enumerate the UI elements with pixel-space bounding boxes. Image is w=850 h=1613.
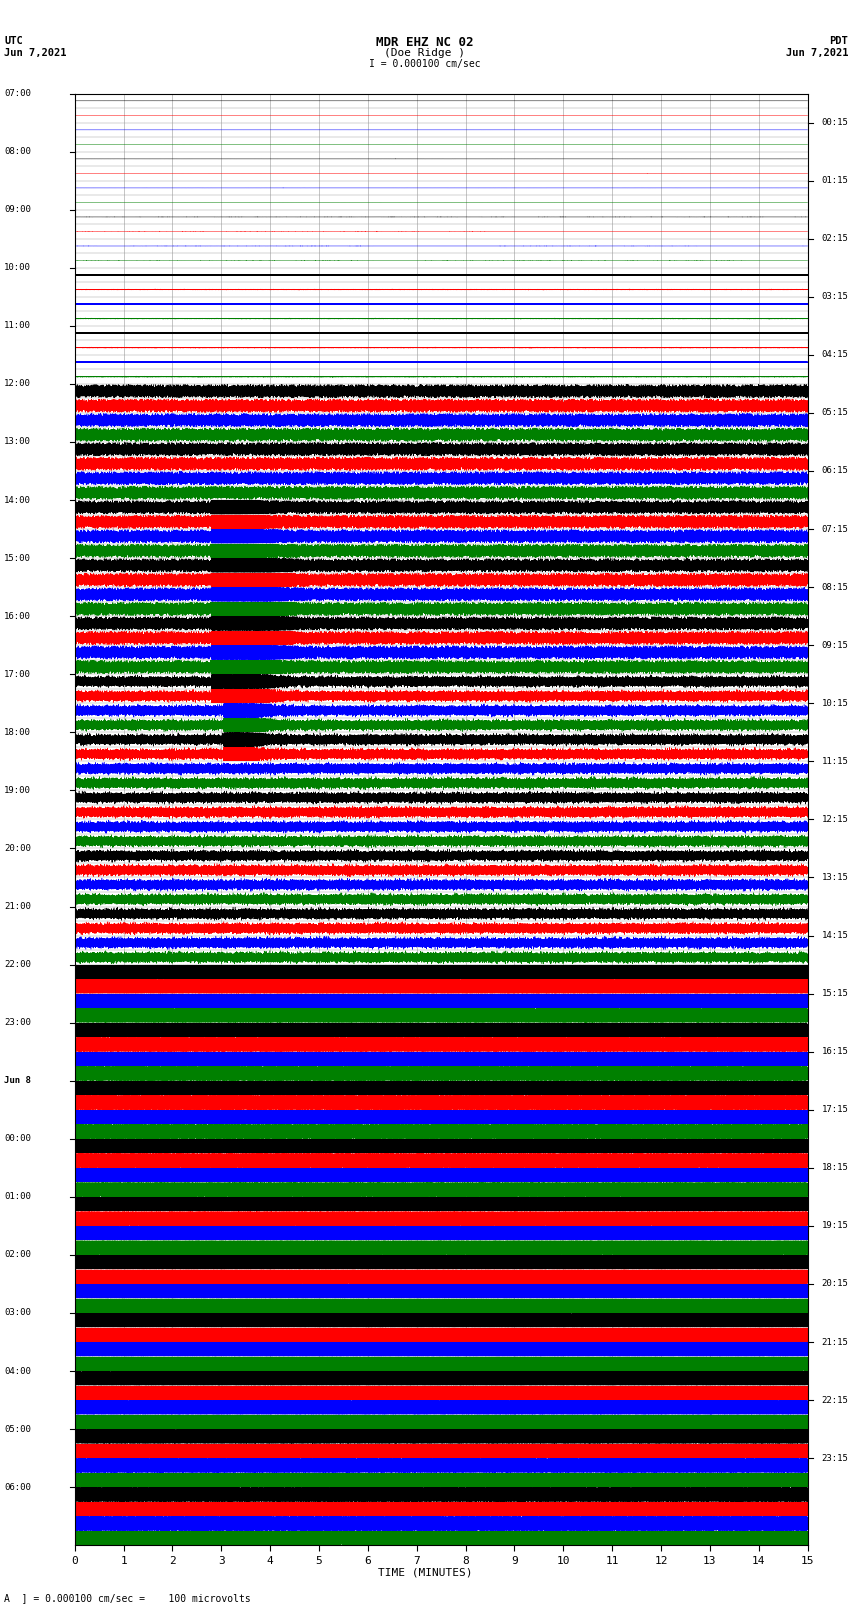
Text: 04:00: 04:00 <box>4 1366 31 1376</box>
Text: 06:00: 06:00 <box>4 1482 31 1492</box>
Text: PDT: PDT <box>830 37 848 47</box>
Text: UTC: UTC <box>4 37 23 47</box>
Text: 04:15: 04:15 <box>821 350 848 360</box>
Text: 23:00: 23:00 <box>4 1018 31 1027</box>
Text: 15:00: 15:00 <box>4 553 31 563</box>
Text: 07:15: 07:15 <box>821 524 848 534</box>
Text: 10:15: 10:15 <box>821 698 848 708</box>
Text: Jun 8: Jun 8 <box>4 1076 31 1086</box>
Text: 08:00: 08:00 <box>4 147 31 156</box>
Text: 23:15: 23:15 <box>821 1453 848 1463</box>
Text: 08:15: 08:15 <box>821 582 848 592</box>
Text: 09:15: 09:15 <box>821 640 848 650</box>
Text: 11:15: 11:15 <box>821 756 848 766</box>
Text: 16:15: 16:15 <box>821 1047 848 1057</box>
Text: 17:00: 17:00 <box>4 669 31 679</box>
Text: Jun 7,2021: Jun 7,2021 <box>785 48 848 58</box>
Text: MDR EHZ NC 02: MDR EHZ NC 02 <box>377 37 473 50</box>
Text: 00:15: 00:15 <box>821 118 848 127</box>
Text: 01:00: 01:00 <box>4 1192 31 1202</box>
Text: 10:00: 10:00 <box>4 263 31 273</box>
Text: 18:00: 18:00 <box>4 727 31 737</box>
Text: 14:15: 14:15 <box>821 931 848 940</box>
Text: 13:15: 13:15 <box>821 873 848 882</box>
Text: 03:00: 03:00 <box>4 1308 31 1318</box>
Text: 12:15: 12:15 <box>821 815 848 824</box>
Text: 02:00: 02:00 <box>4 1250 31 1260</box>
Text: 19:15: 19:15 <box>821 1221 848 1231</box>
Text: 22:00: 22:00 <box>4 960 31 969</box>
Text: 02:15: 02:15 <box>821 234 848 244</box>
Text: I = 0.000100 cm/sec: I = 0.000100 cm/sec <box>369 58 481 69</box>
Text: 20:15: 20:15 <box>821 1279 848 1289</box>
Text: 12:00: 12:00 <box>4 379 31 389</box>
Text: 01:15: 01:15 <box>821 176 848 185</box>
Text: 05:15: 05:15 <box>821 408 848 418</box>
Text: Jun 7,2021: Jun 7,2021 <box>4 48 67 58</box>
Text: (Doe Ridge ): (Doe Ridge ) <box>384 48 466 58</box>
Text: 13:00: 13:00 <box>4 437 31 447</box>
Text: 19:00: 19:00 <box>4 786 31 795</box>
Text: 16:00: 16:00 <box>4 611 31 621</box>
Text: 21:15: 21:15 <box>821 1337 848 1347</box>
Text: 21:00: 21:00 <box>4 902 31 911</box>
Text: TIME (MINUTES): TIME (MINUTES) <box>377 1568 473 1578</box>
Text: 18:15: 18:15 <box>821 1163 848 1173</box>
Text: 20:00: 20:00 <box>4 844 31 853</box>
Text: 07:00: 07:00 <box>4 89 31 98</box>
Text: 22:15: 22:15 <box>821 1395 848 1405</box>
Text: 03:15: 03:15 <box>821 292 848 302</box>
Text: 14:00: 14:00 <box>4 495 31 505</box>
Text: 06:15: 06:15 <box>821 466 848 476</box>
Text: 05:00: 05:00 <box>4 1424 31 1434</box>
Text: 11:00: 11:00 <box>4 321 31 331</box>
Text: 00:00: 00:00 <box>4 1134 31 1144</box>
Text: 17:15: 17:15 <box>821 1105 848 1115</box>
Text: A  ] = 0.000100 cm/sec =    100 microvolts: A ] = 0.000100 cm/sec = 100 microvolts <box>4 1594 251 1603</box>
Text: 09:00: 09:00 <box>4 205 31 215</box>
Text: 15:15: 15:15 <box>821 989 848 998</box>
